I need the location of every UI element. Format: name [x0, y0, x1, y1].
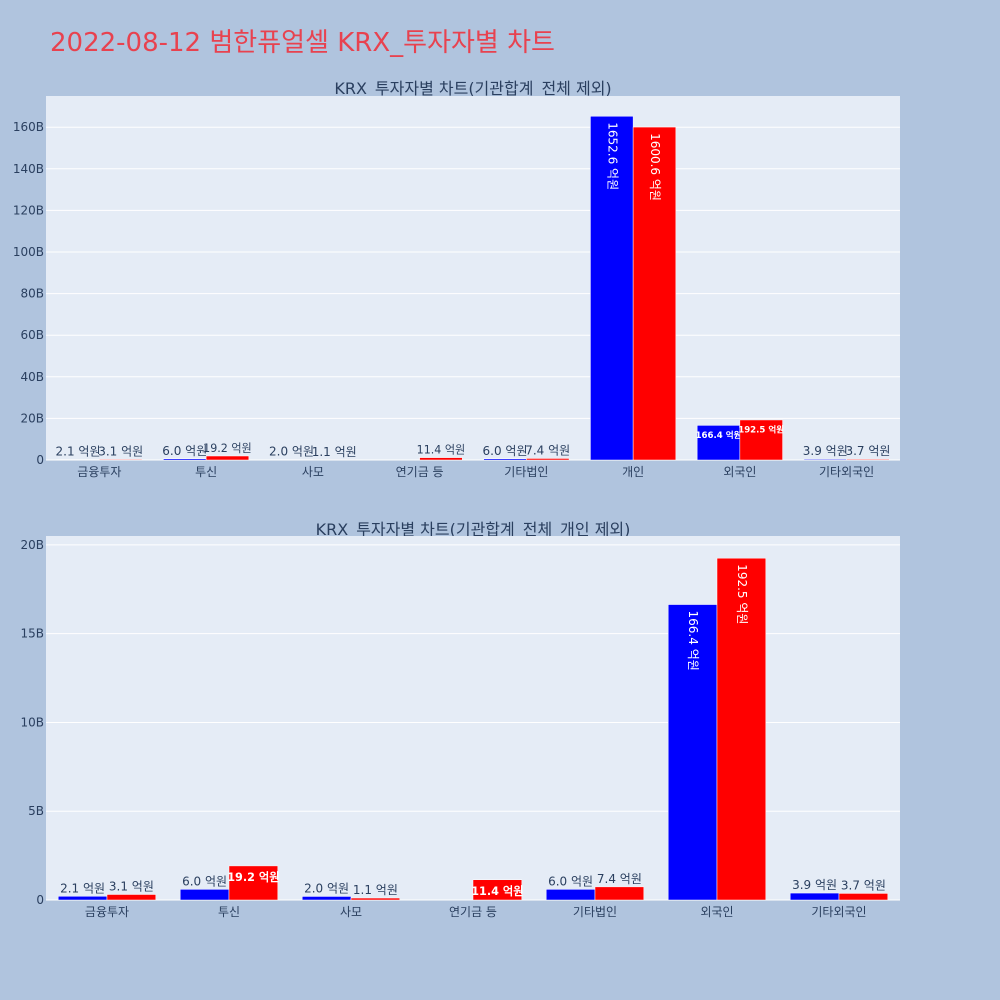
- bar: [99, 459, 143, 461]
- y-tick-label: 80B: [20, 287, 44, 301]
- bar: [483, 458, 527, 461]
- bar-data-label: 2.0 억원: [304, 881, 349, 895]
- plot-area: [46, 96, 900, 460]
- plot-area: [46, 536, 900, 900]
- x-tick-label: 금융투자: [85, 905, 129, 919]
- y-tick-label: 20B: [20, 411, 44, 425]
- bar: [846, 458, 890, 461]
- bar-data-label: 3.9 억원: [792, 878, 837, 892]
- y-tick-label: 100B: [13, 245, 44, 259]
- bar: [590, 116, 634, 461]
- bar-data-label: 3.1 억원: [109, 879, 154, 893]
- bar-data-label: 7.4 억원: [597, 872, 642, 886]
- x-tick-label: 투신: [218, 905, 240, 919]
- x-tick-label: 사모: [302, 465, 324, 479]
- x-tick-label: 사모: [340, 905, 362, 919]
- bar-data-label: 3.7 억원: [845, 444, 890, 458]
- page-title: 2022-08-12 범한퓨얼셀 KRX_투자자별 차트: [50, 28, 555, 58]
- bar-data-label: 6.0 억원: [182, 874, 227, 888]
- bar-data-label: 192.5 억원: [735, 564, 749, 624]
- bar: [838, 893, 889, 901]
- y-tick-label: 20B: [20, 538, 44, 552]
- y-tick-label: 0: [36, 453, 44, 467]
- chart-title: KRX_투자자별 차트(기관합계_전체_개인 제외): [316, 520, 631, 540]
- x-tick-label: 기타외국인: [819, 465, 874, 479]
- bar-data-label: 166.4 억원: [686, 611, 700, 671]
- x-tick-label: 연기금 등: [396, 465, 444, 479]
- x-tick-label: 개인: [622, 465, 644, 479]
- chart-title: KRX_투자자별 차트(기관합계_전체 제외): [334, 79, 611, 99]
- bar: [419, 457, 463, 461]
- bar-data-label: 19.2 억원: [203, 442, 252, 455]
- y-tick-label: 60B: [20, 328, 44, 342]
- bar: [472, 879, 523, 901]
- bar: [350, 897, 401, 901]
- bar-data-label: 166.4 억원: [696, 429, 742, 441]
- bar: [739, 419, 783, 461]
- bar: [632, 126, 677, 461]
- bar: [803, 458, 847, 461]
- y-tick-label: 0: [36, 893, 44, 907]
- y-tick-label: 160B: [13, 120, 44, 134]
- bar-data-label: 11.4 억원: [417, 444, 466, 457]
- bar-data-label: 2.1 억원: [60, 881, 105, 895]
- bar-data-label: 1.1 억원: [312, 445, 357, 459]
- bar-data-label: 6.0 억원: [483, 444, 528, 458]
- bar: [594, 886, 645, 901]
- bar-data-label: 7.4 억원: [525, 443, 570, 457]
- bar: [163, 458, 207, 461]
- bar: [106, 894, 157, 901]
- y-tick-label: 5B: [28, 804, 44, 818]
- x-tick-label: 외국인: [700, 905, 733, 919]
- bar-data-label: 2.1 억원: [56, 445, 101, 459]
- bar-data-label: 11.4 억원: [471, 884, 523, 898]
- x-tick-label: 투신: [195, 465, 217, 479]
- bar: [205, 455, 250, 461]
- bar-data-label: 2.0 억원: [269, 445, 314, 459]
- bar-data-label: 1.1 억원: [353, 883, 398, 897]
- x-tick-label: 외국인: [723, 465, 756, 479]
- y-tick-label: 10B: [20, 715, 44, 729]
- bar: [179, 889, 230, 901]
- bar-data-label: 19.2 억원: [227, 870, 279, 884]
- chart-investor-excl-individual: KRX_투자자별 차트(기관합계_전체_개인 제외) 0 5B 10B 15B 20B 금융…: [20, 520, 900, 919]
- bar: [228, 865, 279, 901]
- bar: [545, 889, 596, 901]
- bar: [789, 892, 840, 901]
- x-tick-label: 기타법인: [504, 465, 548, 479]
- bar-data-label: 3.9 억원: [803, 444, 848, 458]
- bar: [301, 896, 352, 901]
- bar: [667, 604, 718, 901]
- bar: [716, 557, 767, 901]
- bar-data-label: 3.1 억원: [98, 444, 143, 458]
- y-tick-label: 15B: [20, 627, 44, 641]
- x-tick-label: 기타법인: [573, 905, 617, 919]
- x-tick-label: 금융투자: [77, 465, 121, 479]
- y-tick-label: 140B: [13, 162, 44, 176]
- bar-data-label: 3.7 억원: [841, 878, 886, 892]
- bar-data-label: 1652.6 억원: [605, 122, 619, 190]
- y-tick-label: 40B: [20, 370, 44, 384]
- bar-data-label: 6.0 억원: [162, 444, 207, 458]
- chart-investor-total: KRX_투자자별 차트(기관합계_전체 제외) 0 20B 40B 60B 80B 100B…: [13, 79, 900, 479]
- x-tick-label: 연기금 등: [449, 905, 497, 919]
- bar-data-label: 6.0 억원: [548, 874, 593, 888]
- bar: [57, 896, 108, 901]
- y-tick-label: 120B: [13, 203, 44, 217]
- bar-data-label: 1600.6 억원: [648, 133, 662, 201]
- bar-data-label: 192.5 억원: [738, 424, 784, 436]
- bar: [526, 458, 570, 461]
- x-tick-label: 기타외국인: [811, 905, 866, 919]
